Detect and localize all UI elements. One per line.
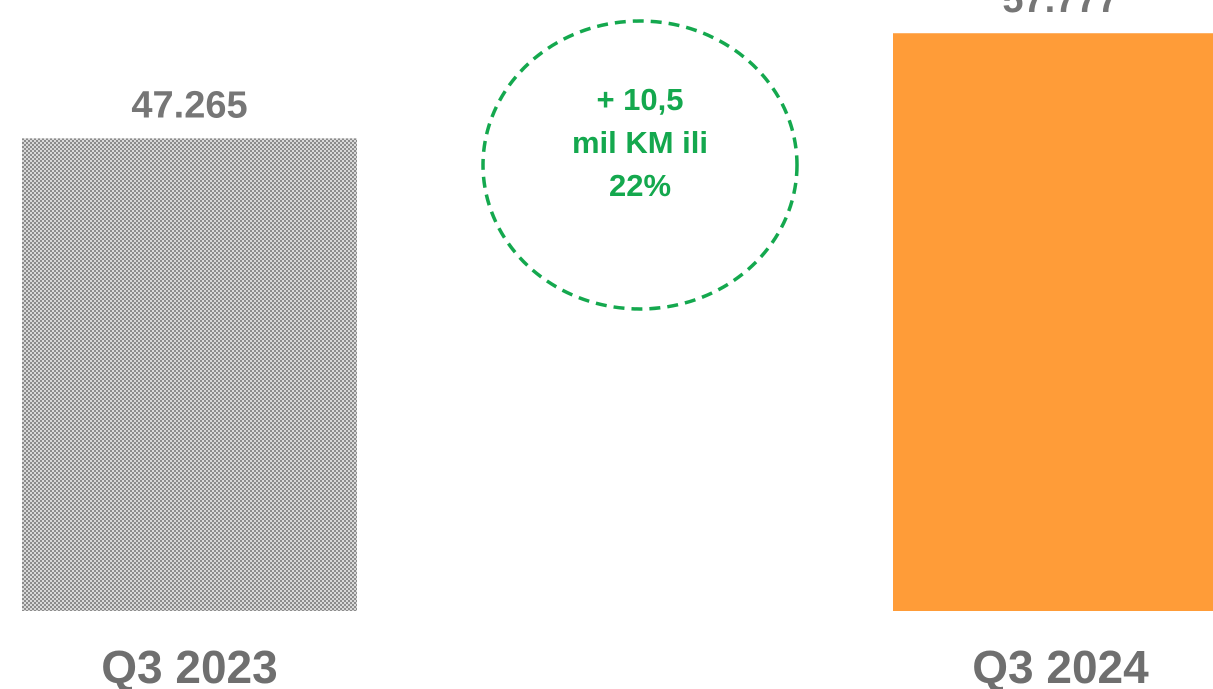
callout-line-2: mil KM ili <box>572 125 708 160</box>
callout-dashed-ellipse <box>481 19 799 311</box>
bar-q3-2024 <box>893 33 1213 612</box>
callout-line-3: 22% <box>609 168 671 203</box>
data-label: 57.777 <box>1002 0 1118 21</box>
category-label: Q3 2023 <box>101 641 277 689</box>
category-label: Q3 2024 <box>972 641 1149 689</box>
callout-line-1: + 10,5 <box>596 82 683 117</box>
bars-layer <box>22 33 1213 612</box>
labels-layer: 47.265 Q3 2023 57.777 Q3 2024 <box>101 0 1149 689</box>
bar-q3-2023 <box>22 138 357 611</box>
data-label: 47.265 <box>131 84 247 126</box>
change-callout: + 10,5 mil KM ili 22% <box>481 19 799 311</box>
